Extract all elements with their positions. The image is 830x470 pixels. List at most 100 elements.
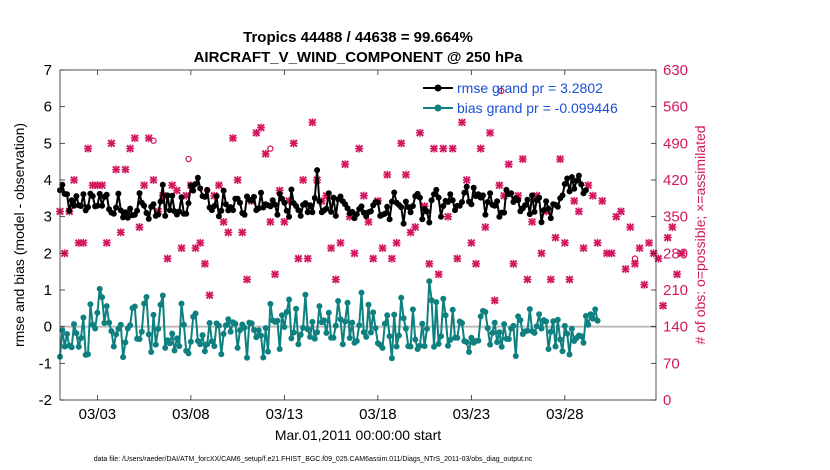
- rmse-point: [400, 220, 407, 227]
- obs-assimilated-point: [411, 223, 420, 232]
- bias-point: [538, 325, 545, 332]
- legend-bias-label: bias grand pr = -0.099446: [457, 100, 618, 116]
- rmse-point: [164, 192, 171, 199]
- bias-point: [379, 344, 386, 351]
- bias-point: [211, 343, 218, 350]
- rmse-point: [316, 198, 323, 205]
- bias-point: [187, 338, 194, 345]
- bias-point: [295, 341, 302, 348]
- data-file-footnote: data file: /Users/raeder/DAI/ATM_forcXX/…: [94, 456, 533, 463]
- bias-point: [426, 278, 433, 285]
- bias-point: [237, 327, 243, 334]
- rmse-point: [484, 199, 491, 205]
- rmse-point: [197, 185, 204, 192]
- bias-point: [155, 325, 162, 332]
- right-tick-label: 0: [663, 392, 671, 409]
- bias-series: [57, 278, 601, 362]
- obs-assimilated-point: [392, 238, 401, 247]
- bias-point: [220, 331, 227, 337]
- obs-assimilated-point: [219, 217, 228, 226]
- obs-assimilated-point: [570, 196, 579, 205]
- rmse-point: [204, 186, 211, 193]
- rmse-point: [452, 207, 458, 214]
- bias-point: [87, 301, 94, 308]
- bias-point: [384, 312, 391, 319]
- obs-assimilated-point: [467, 238, 476, 247]
- rmse-point: [386, 216, 393, 223]
- bias-point: [262, 325, 269, 332]
- bias-point: [344, 299, 351, 306]
- rmse-point: [187, 182, 194, 189]
- rmse-point: [211, 203, 218, 209]
- bias-point: [201, 348, 208, 355]
- obs-assimilated-point: [205, 291, 214, 300]
- rmse-point: [141, 202, 148, 209]
- bias-point: [178, 300, 185, 307]
- obs-assimilated-point: [654, 254, 663, 263]
- rmse-point: [120, 214, 127, 221]
- bias-point: [227, 328, 234, 335]
- obs-assimilated-point: [79, 238, 88, 247]
- left-axis: -2 -1 0 1 2 3 4 5 6 7: [39, 62, 65, 409]
- rmse-point: [573, 177, 580, 184]
- bias-point: [482, 309, 489, 315]
- obs-assimilated-point: [616, 207, 625, 216]
- rmse-series: [57, 167, 589, 227]
- bias-point: [145, 331, 152, 338]
- bias-point: [407, 343, 414, 350]
- rmse-point: [328, 208, 335, 215]
- bias-point: [419, 320, 426, 327]
- rmse-point: [524, 196, 531, 203]
- bias-point: [339, 341, 346, 348]
- bias-point: [258, 332, 264, 339]
- rmse-point: [302, 200, 309, 207]
- bias-point: [316, 303, 323, 310]
- obs-assimilated-point: [112, 165, 121, 174]
- bias-point: [346, 335, 353, 341]
- obs-assimilated-point: [102, 238, 111, 247]
- bias-point: [367, 329, 374, 336]
- bias-point: [356, 322, 363, 329]
- rmse-point: [559, 192, 566, 199]
- bias-point: [162, 344, 169, 351]
- obs-assimilated-point: [518, 155, 527, 164]
- obs-possible-point: [631, 255, 639, 262]
- obs-possible-point: [498, 87, 505, 95]
- rmse-point: [575, 172, 582, 179]
- right-tick-label: 140: [663, 319, 688, 336]
- bias-point: [108, 328, 115, 335]
- obs-possible-point: [267, 145, 274, 152]
- rmse-point: [470, 184, 477, 191]
- bias-point: [582, 313, 589, 319]
- obs-assimilated-point: [271, 270, 280, 279]
- rmse-point: [428, 197, 435, 204]
- bias-point: [531, 329, 538, 336]
- obs-assimilated-point: [70, 176, 79, 184]
- right-tick-label: 490: [663, 135, 688, 152]
- bias-point: [459, 320, 465, 326]
- rmse-point: [431, 191, 437, 198]
- obs-assimilated-point: [303, 254, 312, 263]
- x-axis-label: Mar.01,2011 00:00:00 start: [275, 427, 441, 443]
- rmse-point: [64, 191, 70, 198]
- rmse-point: [494, 198, 501, 205]
- bias-point: [496, 329, 503, 336]
- obs-assimilated-point: [369, 254, 378, 263]
- obs-assimilated-point: [350, 249, 359, 258]
- obs-assimilated-point: [677, 249, 686, 258]
- bias-point: [253, 334, 260, 341]
- legend-rmse-marker: [434, 84, 442, 92]
- rmse-point: [122, 209, 129, 216]
- y-axis-label-right: # of obs: o=possible; ×=assimilated: [692, 125, 708, 344]
- bias-point: [510, 322, 517, 329]
- rmse-point: [445, 199, 451, 205]
- bias-point: [592, 306, 599, 313]
- right-tick-label: 630: [663, 62, 688, 79]
- obs-assimilated-point: [130, 134, 139, 143]
- bias-point: [309, 318, 316, 325]
- bias-point: [244, 354, 250, 361]
- rmse-point: [136, 190, 143, 197]
- bias-point: [477, 313, 484, 320]
- obs-assimilated-point: [140, 181, 149, 190]
- rmse-point: [381, 210, 388, 217]
